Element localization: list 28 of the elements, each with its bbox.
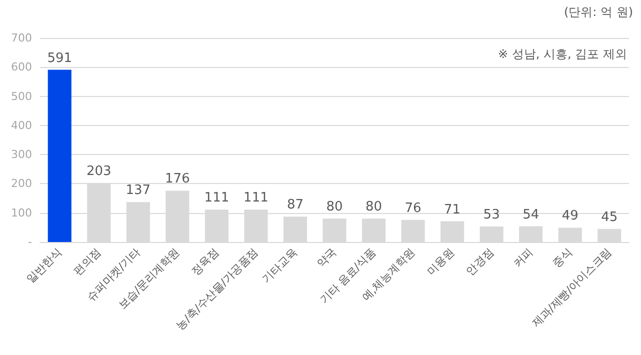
- data-label: 87: [286, 198, 304, 213]
- y-tick-label: 500: [11, 90, 32, 103]
- annotation: ※ 성남, 시흥, 김포 제외: [498, 47, 628, 61]
- data-label: 54: [522, 207, 540, 222]
- data-label: 45: [601, 210, 618, 225]
- data-label: 111: [204, 190, 230, 206]
- x-tick-label: 커피: [510, 245, 536, 270]
- text: (단위: 억 원): [564, 5, 634, 19]
- data-label: 111: [244, 190, 268, 206]
- data-label: 80: [365, 200, 382, 215]
- data-label: 53: [483, 208, 500, 223]
- x-tick-label: 약국: [314, 245, 340, 270]
- y-tick-label: -: [28, 236, 32, 248]
- data-label: 80: [326, 200, 343, 215]
- data-label: 203: [86, 164, 112, 179]
- data-label: 49: [562, 208, 578, 224]
- y-tick-label: 600: [11, 60, 32, 74]
- y-tick-label: 100: [11, 206, 32, 220]
- y-tick-label: 700: [11, 32, 32, 44]
- y-tick-label: 400: [11, 118, 32, 132]
- data-label: 591: [47, 50, 72, 66]
- y-tick-label: 200: [11, 177, 32, 190]
- bar: [48, 70, 72, 242]
- y-tick-label: 300: [11, 148, 32, 162]
- data-label: 71: [444, 202, 461, 218]
- data-label: 76: [404, 200, 422, 216]
- data-label: 137: [126, 183, 151, 198]
- data-label: 176: [165, 172, 190, 187]
